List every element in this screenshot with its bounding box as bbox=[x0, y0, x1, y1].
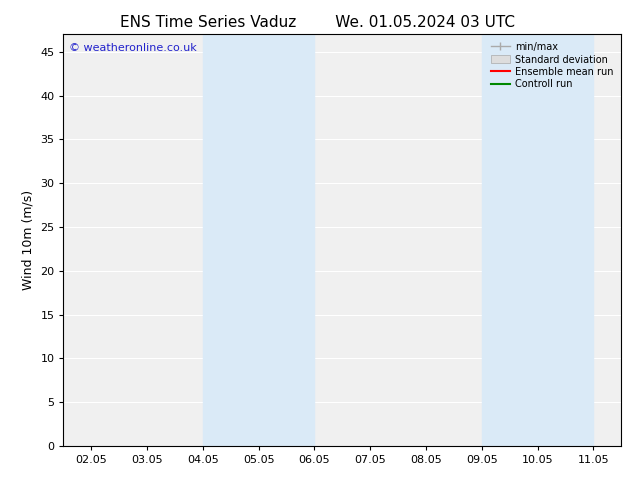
Legend: min/max, Standard deviation, Ensemble mean run, Controll run: min/max, Standard deviation, Ensemble me… bbox=[488, 39, 616, 92]
Y-axis label: Wind 10m (m/s): Wind 10m (m/s) bbox=[22, 190, 35, 290]
Bar bbox=[259, 34, 314, 446]
Bar bbox=[203, 34, 259, 446]
Text: ENS Time Series Vaduz        We. 01.05.2024 03 UTC: ENS Time Series Vaduz We. 01.05.2024 03 … bbox=[119, 15, 515, 30]
Bar bbox=[482, 34, 538, 446]
Bar bbox=[538, 34, 593, 446]
Text: © weatheronline.co.uk: © weatheronline.co.uk bbox=[69, 43, 197, 52]
